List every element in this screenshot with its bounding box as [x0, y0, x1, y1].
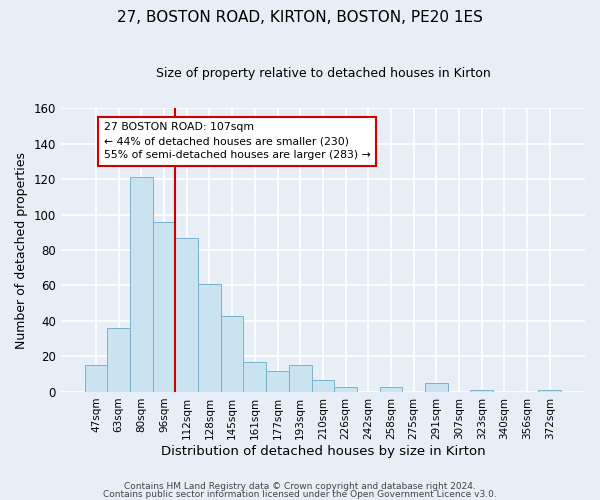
- Bar: [130, 178, 152, 392]
- Bar: [152, 222, 175, 392]
- Text: Contains HM Land Registry data © Crown copyright and database right 2024.: Contains HM Land Registry data © Crown c…: [124, 482, 476, 491]
- Bar: [538, 390, 561, 392]
- Bar: [85, 366, 107, 392]
- Bar: [221, 316, 244, 392]
- X-axis label: Distribution of detached houses by size in Kirton: Distribution of detached houses by size …: [161, 444, 485, 458]
- Title: Size of property relative to detached houses in Kirton: Size of property relative to detached ho…: [155, 68, 490, 80]
- Bar: [425, 383, 448, 392]
- Text: 27, BOSTON ROAD, KIRTON, BOSTON, PE20 1ES: 27, BOSTON ROAD, KIRTON, BOSTON, PE20 1E…: [117, 10, 483, 25]
- Bar: [470, 390, 493, 392]
- Bar: [107, 328, 130, 392]
- Y-axis label: Number of detached properties: Number of detached properties: [15, 152, 28, 348]
- Bar: [244, 362, 266, 392]
- Text: Contains public sector information licensed under the Open Government Licence v3: Contains public sector information licen…: [103, 490, 497, 499]
- Bar: [289, 366, 311, 392]
- Text: 27 BOSTON ROAD: 107sqm
← 44% of detached houses are smaller (230)
55% of semi-de: 27 BOSTON ROAD: 107sqm ← 44% of detached…: [104, 122, 371, 160]
- Bar: [266, 370, 289, 392]
- Bar: [311, 380, 334, 392]
- Bar: [175, 238, 198, 392]
- Bar: [198, 284, 221, 392]
- Bar: [334, 386, 357, 392]
- Bar: [380, 386, 403, 392]
